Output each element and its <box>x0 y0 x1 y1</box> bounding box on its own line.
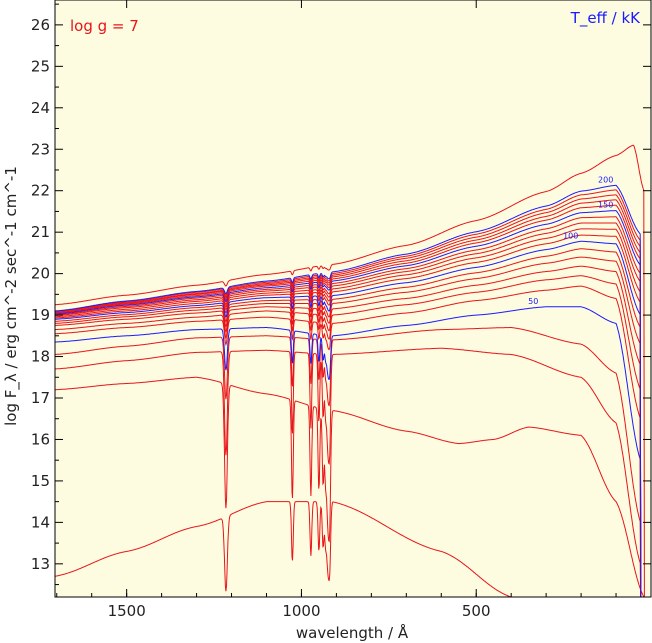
flux-curve-10 <box>55 248 651 598</box>
x-tick-label: 1500 <box>108 602 146 620</box>
y-tick-label: 15 <box>31 472 50 490</box>
flux-curve-19 <box>54 194 651 598</box>
flux-curve-15 <box>54 216 651 598</box>
flux-curve-17 <box>55 204 651 598</box>
flux-curve-16 <box>55 210 651 598</box>
plot-frame <box>54 0 652 598</box>
curve-labels: 50 100 150 200 <box>528 175 613 305</box>
logg-annotation: log g = 7 <box>70 17 139 35</box>
y-axis-ticks: 13 14 15 16 17 18 19 20 21 22 23 24 25 26 <box>31 3 651 586</box>
y-tick-label: 26 <box>31 16 50 34</box>
y-tick-label: 18 <box>31 348 50 366</box>
flux-curve-13 <box>55 228 651 598</box>
flux-curve-2 <box>55 376 651 598</box>
flux-curve-7 <box>55 275 651 598</box>
flux-curve-4 <box>54 327 651 598</box>
flux-curve-8 <box>55 265 651 598</box>
y-axis-label: log F_λ / erg cm^-2 sec^-1 cm^-1 <box>2 166 21 426</box>
curve-label-150: 150 <box>598 201 613 210</box>
flux-curve-6 <box>55 285 651 598</box>
y-tick-label: 13 <box>31 555 50 573</box>
flux-curve-3 <box>54 347 651 598</box>
flux-curve-11 <box>55 240 651 598</box>
y-tick-label: 23 <box>31 140 50 158</box>
curve-label-50: 50 <box>528 297 538 306</box>
flux-curve-5 <box>55 306 651 598</box>
y-tick-label: 19 <box>31 306 50 324</box>
y-tick-label: 20 <box>31 265 50 283</box>
flux-curve-14 <box>55 222 651 598</box>
y-tick-label: 25 <box>31 57 50 75</box>
x-axis-label: wavelength / Å <box>296 623 409 642</box>
y-tick-label: 21 <box>31 223 50 241</box>
y-tick-label: 22 <box>31 182 50 200</box>
flux-curve-21 <box>55 184 651 598</box>
y-tick-label: 14 <box>31 513 50 531</box>
y-tick-label: 17 <box>31 389 50 407</box>
flux-curve-18 <box>55 199 651 598</box>
plot-background <box>55 0 651 597</box>
x-axis-ticks: 1500 1000 500 <box>56 0 617 620</box>
x-tick-label: 500 <box>462 602 491 620</box>
flux-curve-22 <box>55 144 651 598</box>
y-tick-label: 16 <box>31 430 50 448</box>
x-tick-label: 1000 <box>282 602 320 620</box>
y-tick-label: 24 <box>31 99 50 117</box>
flux-curve-9 <box>55 256 651 598</box>
curve-label-200: 200 <box>598 175 613 184</box>
flux-curves <box>54 144 651 598</box>
teff-annotation: T_eff / kK <box>570 9 642 28</box>
flux-curve-12 <box>55 234 651 598</box>
curve-label-100: 100 <box>563 231 578 240</box>
flux-curve-20 <box>54 189 651 598</box>
